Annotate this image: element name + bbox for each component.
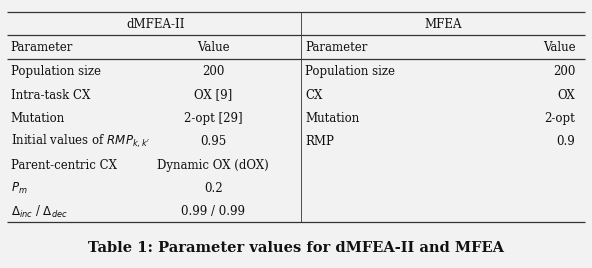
Text: $P_m$: $P_m$: [11, 181, 27, 196]
Text: CX: CX: [305, 88, 323, 102]
Text: Parameter: Parameter: [11, 41, 73, 54]
Text: 200: 200: [553, 65, 575, 78]
Text: 200: 200: [202, 65, 224, 78]
Text: Intra-task CX: Intra-task CX: [11, 88, 90, 102]
Text: 2-opt: 2-opt: [545, 112, 575, 125]
Text: Mutation: Mutation: [305, 112, 360, 125]
Text: OX [9]: OX [9]: [194, 88, 232, 102]
Text: Table 1: Parameter values for dMFEA-II and MFEA: Table 1: Parameter values for dMFEA-II a…: [88, 241, 504, 255]
Text: Value: Value: [543, 41, 575, 54]
Text: $\Delta_{inc}$ / $\Delta_{dec}$: $\Delta_{inc}$ / $\Delta_{dec}$: [11, 204, 67, 220]
Text: Parent-centric CX: Parent-centric CX: [11, 159, 117, 172]
Text: Parameter: Parameter: [305, 41, 368, 54]
Text: Initial values of $RMP_{k,k'}$: Initial values of $RMP_{k,k'}$: [11, 133, 150, 151]
Text: OX: OX: [558, 88, 575, 102]
Text: 0.99 / 0.99: 0.99 / 0.99: [181, 205, 245, 218]
Text: RMP: RMP: [305, 135, 334, 148]
Text: 0.9: 0.9: [556, 135, 575, 148]
Text: Population size: Population size: [11, 65, 101, 78]
Text: 0.95: 0.95: [200, 135, 226, 148]
Text: dMFEA-II: dMFEA-II: [127, 18, 185, 31]
Text: 2-opt [29]: 2-opt [29]: [184, 112, 243, 125]
Text: Mutation: Mutation: [11, 112, 65, 125]
Text: MFEA: MFEA: [424, 18, 462, 31]
Text: Dynamic OX (dOX): Dynamic OX (dOX): [157, 159, 269, 172]
Text: 0.2: 0.2: [204, 182, 223, 195]
Text: Value: Value: [197, 41, 230, 54]
Text: Population size: Population size: [305, 65, 395, 78]
